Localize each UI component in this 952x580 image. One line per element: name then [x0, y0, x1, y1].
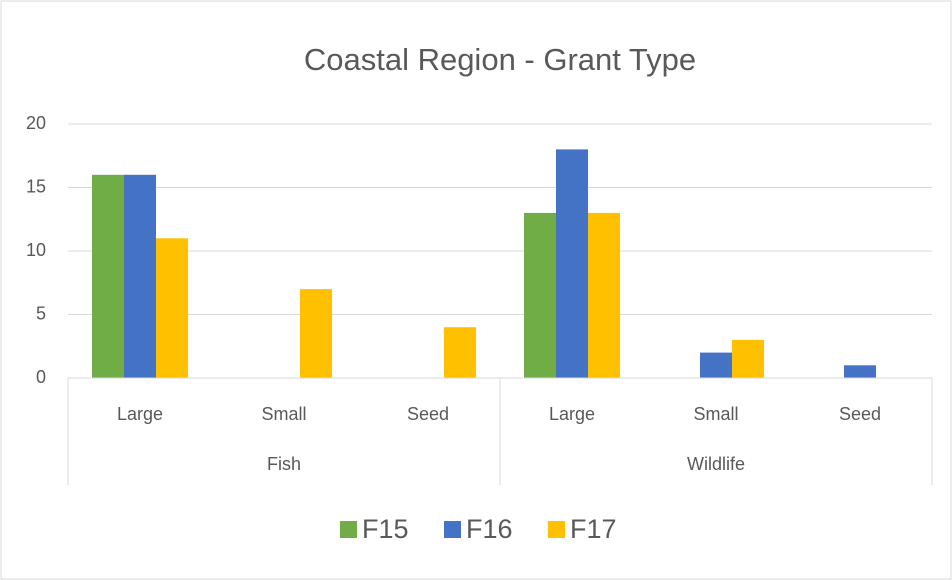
bar — [444, 327, 476, 378]
bar — [700, 352, 732, 378]
legend-label: F15 — [362, 514, 409, 544]
y-tick-label: 20 — [26, 113, 46, 133]
group-label: Wildlife — [687, 454, 745, 474]
x-tick-label: Seed — [407, 404, 449, 424]
bar — [556, 149, 588, 378]
group-label: Fish — [267, 454, 301, 474]
bar — [124, 174, 156, 378]
legend-swatch — [548, 521, 565, 538]
y-tick-label: 5 — [36, 303, 46, 323]
y-tick-label: 15 — [26, 176, 46, 196]
bar — [588, 212, 620, 378]
x-tick-label: Small — [693, 404, 738, 424]
bar — [300, 289, 332, 378]
legend-swatch — [444, 521, 461, 538]
bar — [524, 212, 556, 378]
x-tick-label: Large — [549, 404, 595, 424]
legend-label: F16 — [466, 514, 513, 544]
x-tick-label: Large — [117, 404, 163, 424]
legend-label: F17 — [570, 514, 617, 544]
x-tick-label: Small — [261, 404, 306, 424]
bar — [92, 174, 124, 378]
x-tick-label: Seed — [839, 404, 881, 424]
bar — [156, 238, 188, 378]
chart-title: Coastal Region - Grant Type — [304, 42, 696, 77]
bar — [844, 365, 876, 378]
y-tick-label: 0 — [36, 367, 46, 387]
legend-swatch — [340, 521, 357, 538]
y-tick-label: 10 — [26, 240, 46, 260]
bar — [732, 339, 764, 378]
